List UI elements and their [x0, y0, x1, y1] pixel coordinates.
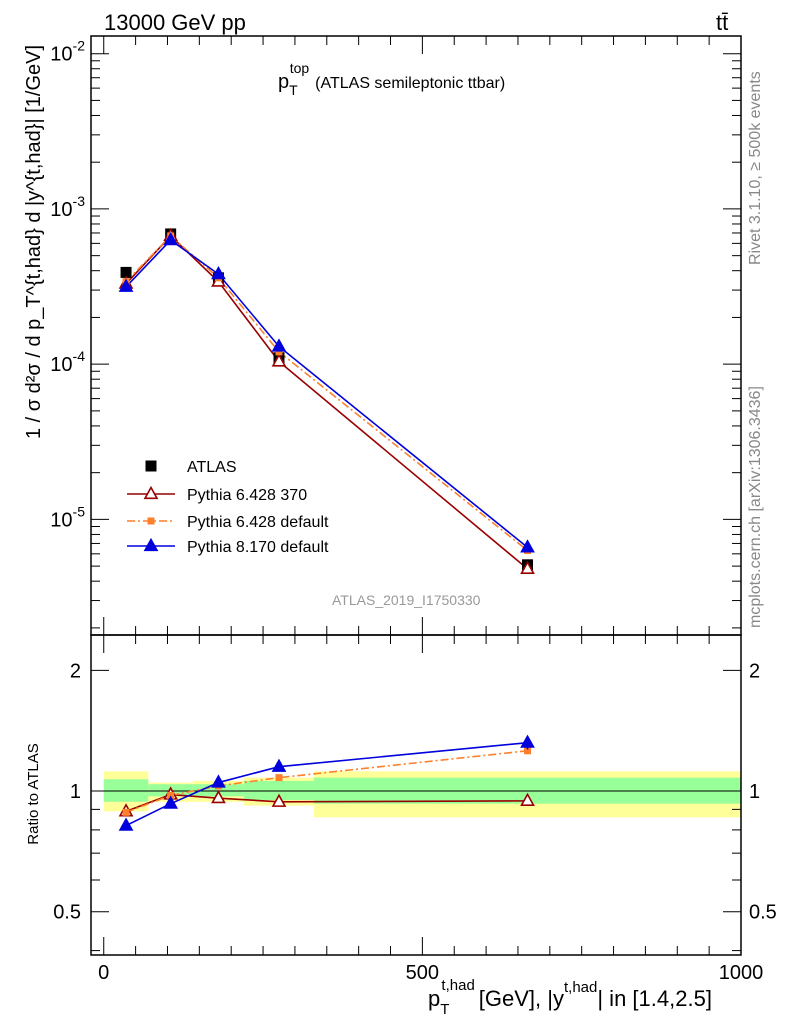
axes-frames: 10-2 10-3 10-4 10-5 0 500 1000 0.5 0.5 1 1 2 2: [50, 35, 777, 984]
x-tick-label: 1000: [719, 962, 764, 984]
plot-title: pTtop(ATLAS semileptonic ttbar): [278, 60, 505, 98]
ratio-point-py8-default: [271, 758, 287, 772]
ratio-point-py6-370: [211, 790, 226, 804]
legend-label: Pythia 6.428 370: [187, 487, 307, 504]
plot-marks: [118, 227, 535, 831]
main-y-tick-label: 10-2: [50, 38, 85, 66]
data-point-py6-370: [271, 353, 287, 367]
data-point-py6-370: [520, 560, 535, 574]
data-point-atlas: [120, 266, 132, 278]
ratio-point-py6-default: [524, 747, 532, 755]
rivet-label: Rivet 3.1.10, ≥ 500k events: [747, 71, 764, 265]
ratio-point-py8-default: [118, 817, 134, 831]
data-point-py8-default: [211, 266, 226, 280]
ratio-point-py8-default: [211, 774, 226, 788]
ratio-y-tick-label-right: 2: [749, 660, 760, 682]
ratio-point-py6-default: [122, 808, 130, 816]
legend: ATLAS Pythia 6.428 370 Pythia 6.428 defaul…: [127, 459, 329, 556]
uncertainty-band-inner: [243, 780, 315, 800]
ratio-point-py8-default: [163, 795, 179, 809]
ratio-point-py8-default: [520, 734, 535, 748]
data-point-py6-default: [275, 348, 283, 356]
ratio-point-py6-370: [520, 792, 535, 807]
ratio-point-py6-370: [271, 793, 287, 807]
legend-label: Pythia 6.428 default: [187, 514, 329, 531]
legend-marker-py6-default: [147, 517, 155, 525]
main-y-tick-label: 10-5: [50, 503, 85, 531]
legend-label: Pythia 8.170 default: [187, 539, 329, 556]
ratio-y-tick-label-left: 2: [70, 660, 81, 682]
process-label: tt̄: [716, 10, 728, 35]
analysis-watermark: ATLAS_2019_I1750330: [332, 592, 481, 608]
legend-marker-atlas: [145, 460, 157, 472]
legend-marker-py8-default: [143, 537, 159, 552]
ratio-point-py6-default: [275, 774, 283, 782]
ratio-plot-frame: [90, 634, 742, 956]
ratio-bands: [103, 771, 741, 818]
x-tick-label: 0: [98, 962, 109, 984]
x-axis-label: pTt,had[GeV], |yt,had| in [1.4,2.5]: [428, 977, 712, 1018]
main-y-axis-label: 1 / σ d²σ / d p_T^{t,had} d |y^{t,had}| …: [23, 45, 45, 439]
ratio-y-tick-label-left: 0.5: [53, 902, 81, 924]
main-y-tick-label: 10-4: [50, 348, 85, 376]
legend-label: ATLAS: [187, 459, 237, 476]
ratio-y-tick-label-right: 0.5: [749, 902, 777, 924]
data-point-py8-default: [271, 338, 287, 352]
ratio-y-tick-label-left: 1: [70, 781, 81, 803]
ratio-y-axis-label: Ratio to ATLAS: [25, 743, 42, 844]
legend-marker-py6-370: [143, 485, 159, 500]
data-point-py8-default: [520, 539, 535, 553]
ratio-point-py6-default: [167, 791, 175, 799]
data-point-py8-default: [118, 278, 134, 292]
energy-label: 13000 GeV pp: [104, 10, 246, 35]
main-y-tick-label: 10-3: [50, 193, 85, 221]
ratio-y-tick-label-right: 1: [749, 781, 760, 803]
uncertainty-band-inner: [103, 779, 149, 802]
x-tick-label: 500: [406, 962, 439, 984]
mcplots-label: mcplots.cern.ch [arXiv:1306.3436]: [747, 386, 764, 628]
data-point-py8-default: [163, 231, 179, 246]
